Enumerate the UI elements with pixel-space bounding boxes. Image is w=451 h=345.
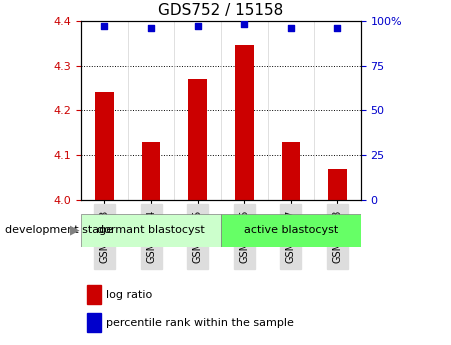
Text: active blastocyst: active blastocyst [244, 225, 338, 235]
Title: GDS752 / 15158: GDS752 / 15158 [158, 3, 284, 18]
Point [101, 23, 108, 29]
Bar [142, 142, 161, 200]
Text: percentile rank within the sample: percentile rank within the sample [106, 318, 294, 327]
Point [194, 23, 201, 29]
Text: development stage: development stage [5, 225, 113, 235]
Text: dormant blastocyst: dormant blastocyst [97, 225, 205, 235]
Point [287, 25, 295, 31]
Bar [281, 142, 300, 200]
Bar [235, 46, 253, 200]
Bar [189, 79, 207, 200]
Point [334, 25, 341, 31]
Text: log ratio: log ratio [106, 290, 152, 299]
Bar [328, 169, 347, 200]
Bar [87, 285, 101, 304]
FancyBboxPatch shape [221, 214, 361, 247]
Point [241, 21, 248, 27]
Text: ▶: ▶ [70, 224, 79, 237]
Bar [95, 92, 114, 200]
Point [147, 25, 155, 31]
Bar [87, 313, 101, 332]
FancyBboxPatch shape [81, 214, 221, 247]
